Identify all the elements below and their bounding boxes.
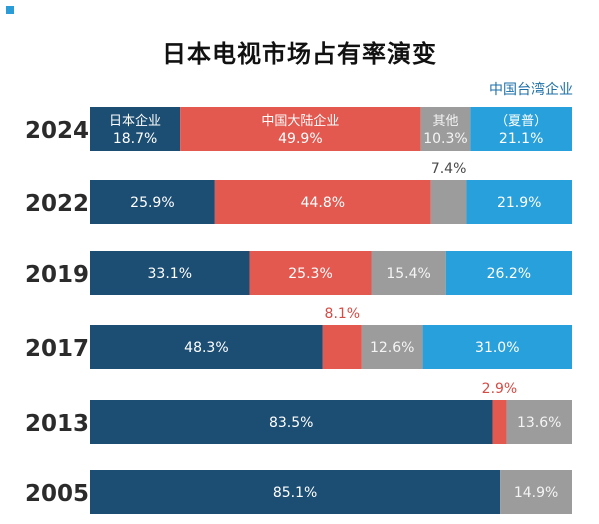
data-label-2013-1: 2.9% xyxy=(482,381,518,397)
data-label-2022-3: 21.9% xyxy=(497,195,541,211)
bar-segment-2019-2 xyxy=(371,251,446,295)
data-label-2024-0: 18.7% xyxy=(113,131,157,147)
bar-segment-2019-0 xyxy=(90,251,250,295)
bar-segment-2019-1 xyxy=(249,251,372,295)
data-label-2013-0: 83.5% xyxy=(269,415,313,431)
data-label-2017-1: 8.1% xyxy=(325,306,361,322)
bar-segment-2005-2 xyxy=(500,470,572,514)
data-label-2013-2: 13.6% xyxy=(517,415,561,431)
data-label-2019-1: 25.3% xyxy=(288,266,332,282)
bar-segment-2017-2 xyxy=(361,325,423,369)
year-label-2017: 2017 xyxy=(25,336,89,362)
bar-segment-2019-3 xyxy=(445,251,572,295)
bar-segment-2013-2 xyxy=(506,400,572,444)
bar-segment-2017-1 xyxy=(322,325,362,369)
bar-segment-2013-1 xyxy=(492,400,507,444)
bar-segment-2024-3 xyxy=(470,107,572,151)
year-label-2022: 2022 xyxy=(25,191,89,217)
bar-segment-2022-0 xyxy=(90,180,215,224)
bar-segment-2024-0 xyxy=(90,107,181,151)
bar-segment-2024-2 xyxy=(420,107,471,151)
series-name-3: （夏普） xyxy=(495,114,547,129)
data-label-2022-0: 25.9% xyxy=(130,195,174,211)
data-label-2017-0: 48.3% xyxy=(184,340,228,356)
data-label-2024-2: 10.3% xyxy=(423,131,467,147)
series-name-1: 中国大陆企业 xyxy=(261,113,339,129)
bar-segment-2013-0 xyxy=(90,400,493,444)
bar-segment-2022-2 xyxy=(430,180,467,224)
year-label-2013: 2013 xyxy=(25,411,89,437)
corner-accent-mark xyxy=(6,6,14,14)
bar-segment-2022-3 xyxy=(466,180,572,224)
bar-segment-2024-1 xyxy=(180,107,421,151)
year-label-2024: 2024 xyxy=(25,118,89,144)
data-label-2024-1: 49.9% xyxy=(278,131,322,147)
year-label-2005: 2005 xyxy=(25,481,89,507)
data-label-2024-3: 21.1% xyxy=(499,131,543,147)
data-label-2019-2: 15.4% xyxy=(386,266,430,282)
bar-segment-2005-0 xyxy=(90,470,501,514)
data-label-2005-2: 14.9% xyxy=(514,485,558,501)
data-label-2017-3: 31.0% xyxy=(475,340,519,356)
series-name-0: 日本企业 xyxy=(109,113,161,129)
data-label-2005-0: 85.1% xyxy=(273,485,317,501)
data-label-2017-2: 12.6% xyxy=(370,340,414,356)
data-label-2022-1: 44.8% xyxy=(301,195,345,211)
bar-segment-2022-1 xyxy=(214,180,431,224)
data-label-2022-2: 7.4% xyxy=(431,161,467,177)
chart-title: 日本电视市场占有率演变 xyxy=(162,40,437,68)
data-label-2019-0: 33.1% xyxy=(148,266,192,282)
data-label-2019-3: 26.2% xyxy=(487,266,531,282)
taiwan-series-note: 中国台湾企业 xyxy=(489,82,573,98)
year-label-2019: 2019 xyxy=(25,262,89,288)
bar-segment-2017-3 xyxy=(422,325,572,369)
series-name-2: 其他 xyxy=(432,114,458,129)
bar-segment-2017-0 xyxy=(90,325,323,369)
